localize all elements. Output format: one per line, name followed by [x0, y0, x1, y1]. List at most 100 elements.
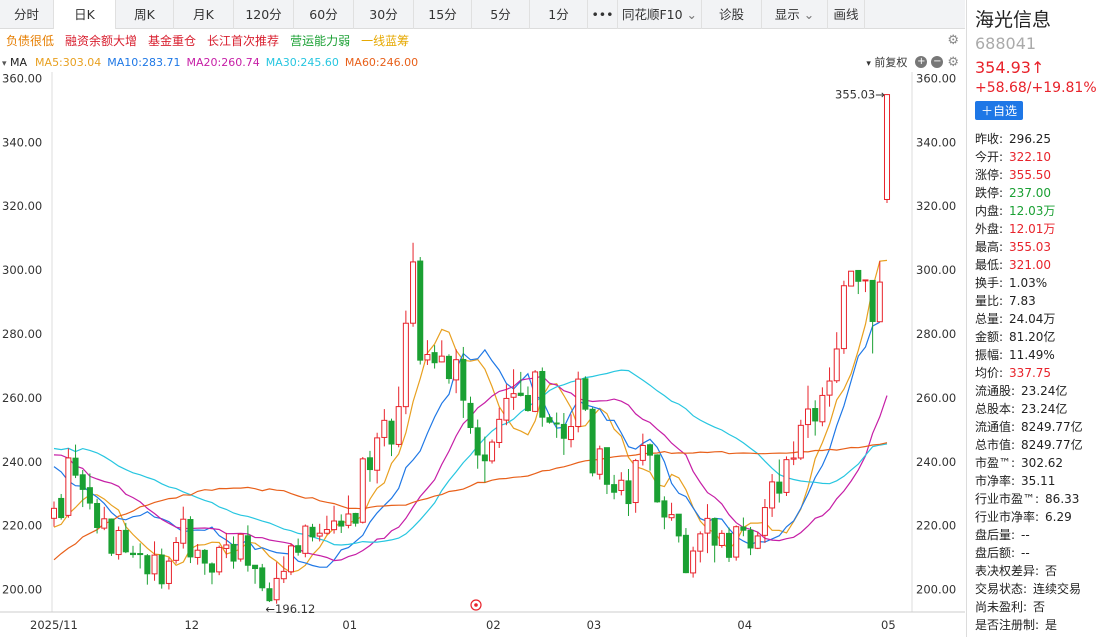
stat-label: 总市值:	[975, 438, 1016, 452]
y-tick-label-left: 340.00	[2, 135, 42, 149]
tab-14[interactable]: 画线	[828, 0, 865, 29]
tab-6[interactable]: 30分	[354, 0, 414, 29]
candle-body	[517, 392, 524, 396]
concept-tag[interactable]: 一线蓝筹	[361, 33, 410, 48]
candle-body	[797, 424, 804, 459]
x-tick-label: 03	[587, 618, 602, 632]
stock-change: +58.68/+19.81%	[975, 80, 1097, 96]
candle-body	[352, 512, 359, 524]
candle-body	[481, 454, 488, 462]
stat-row: 今开: 322.10	[975, 148, 1105, 166]
tab-11[interactable]: 同花顺F10 ⌄	[618, 0, 702, 29]
stock-code: 688041	[975, 34, 1037, 53]
chart-controls: ▾ 前复权 + − ⚙	[866, 52, 959, 72]
candle-body	[618, 479, 625, 491]
event-marker-icon[interactable]	[470, 599, 482, 611]
tab-0[interactable]: 分时	[0, 0, 54, 29]
candle-body	[826, 380, 833, 396]
candle-body	[690, 550, 697, 574]
candle-body	[848, 270, 855, 287]
tab-label: 画线	[833, 7, 859, 22]
stat-row: 盘后量: --	[975, 526, 1105, 544]
kline-chart[interactable]: 360.00 360.00 340.00 340.00 320.00 320.00 300.…	[0, 72, 965, 637]
ma-indicator-bar: ▾ MA MA5:303.04 MA10:283.71 MA20:260.74 MA3…	[0, 52, 965, 72]
stat-row: 金额: 81.20亿	[975, 328, 1105, 346]
candle-body	[230, 543, 237, 562]
tab-8[interactable]: 5分	[472, 0, 530, 29]
tab-label: 月K	[193, 7, 214, 22]
stat-row: 最高: 355.03	[975, 238, 1105, 256]
candle-body	[144, 555, 151, 575]
stat-label: 流通股:	[975, 384, 1016, 398]
candle-body	[280, 570, 287, 580]
candle-body	[532, 371, 539, 412]
stat-row: 是否注册制: 是	[975, 616, 1105, 634]
ma-label: MA	[10, 55, 28, 69]
chart-settings-gear-icon[interactable]: ⚙	[947, 54, 959, 70]
add-watchlist-button[interactable]: ＋自选	[975, 101, 1024, 120]
ma-dropdown[interactable]: ▾ MA	[2, 56, 27, 69]
concept-tag[interactable]: 融资余额大增	[65, 33, 138, 48]
tab-9[interactable]: 1分	[530, 0, 588, 29]
candle-body	[331, 520, 338, 531]
tab-3[interactable]: 月K	[174, 0, 234, 29]
stat-row: 流通股: 23.24亿	[975, 382, 1105, 400]
candle-body	[603, 447, 610, 485]
tab-12[interactable]: 诊股	[702, 0, 762, 29]
y-tick-label-left: 280.00	[2, 327, 42, 341]
candle-body	[589, 408, 596, 474]
stat-value: 24.04万	[1009, 312, 1056, 326]
y-tick-label-right: 240.00	[916, 455, 956, 469]
stat-value: 81.20亿	[1009, 330, 1056, 344]
candle-body	[287, 545, 294, 573]
stat-row: 市净率: 35.11	[975, 472, 1105, 490]
candle-body	[453, 359, 460, 381]
candle-body	[632, 460, 639, 504]
stat-value: 1.03%	[1009, 276, 1048, 290]
tab-label: 分时	[13, 7, 39, 22]
zoom-in-icon[interactable]: +	[915, 56, 928, 68]
candle-body	[316, 532, 323, 537]
candle-body	[467, 402, 474, 429]
y-tick-label-left: 240.00	[2, 455, 42, 469]
tag-settings-gear-icon[interactable]: ⚙	[947, 33, 959, 48]
candle-body	[474, 427, 481, 456]
candle-body	[101, 518, 108, 529]
stat-value: 322.10	[1009, 150, 1052, 164]
stat-label: 尚未盈利:	[975, 600, 1028, 614]
stat-value: 237.00	[1009, 186, 1052, 200]
adjust-dropdown[interactable]: ▾ 前复权	[866, 54, 907, 70]
candle-body	[840, 285, 847, 350]
stat-label: 外盘:	[975, 222, 1004, 236]
stat-label: 最高:	[975, 240, 1004, 254]
concept-tag[interactable]: 长江首次推荐	[207, 33, 280, 48]
y-tick-label-right: 260.00	[916, 391, 956, 405]
stat-value: 12.01万	[1009, 222, 1056, 236]
candle-body	[876, 281, 883, 323]
tab-10[interactable]: •••	[588, 0, 618, 29]
stat-label: 跌停:	[975, 186, 1004, 200]
concept-tag[interactable]: 基金重仓	[148, 33, 197, 48]
tab-5[interactable]: 60分	[294, 0, 354, 29]
concept-tag[interactable]: 负债很低	[6, 33, 55, 48]
candle-body	[194, 549, 201, 558]
tab-7[interactable]: 15分	[414, 0, 472, 29]
stat-label: 今开:	[975, 150, 1004, 164]
candle-body	[137, 553, 144, 556]
candle-body	[804, 408, 812, 426]
tab-13[interactable]: 显示 ⌄	[762, 0, 828, 29]
tab-2[interactable]: 周K	[116, 0, 174, 29]
stat-row: 总量: 24.04万	[975, 310, 1105, 328]
stat-row: 跌停: 237.00	[975, 184, 1105, 202]
zoom-out-icon[interactable]: −	[931, 56, 944, 68]
stat-value: 6.29	[1045, 510, 1072, 524]
candle-body	[718, 532, 725, 546]
stat-row: 内盘: 12.03万	[975, 202, 1105, 220]
y-tick-label-left: 220.00	[2, 519, 42, 533]
tab-4[interactable]: 120分	[234, 0, 294, 29]
candle-body	[460, 358, 467, 401]
stat-label: 涨停:	[975, 168, 1004, 182]
y-tick-label-right: 320.00	[916, 199, 956, 213]
tab-1[interactable]: 日K	[54, 0, 116, 29]
concept-tag[interactable]: 营运能力弱	[290, 33, 351, 48]
